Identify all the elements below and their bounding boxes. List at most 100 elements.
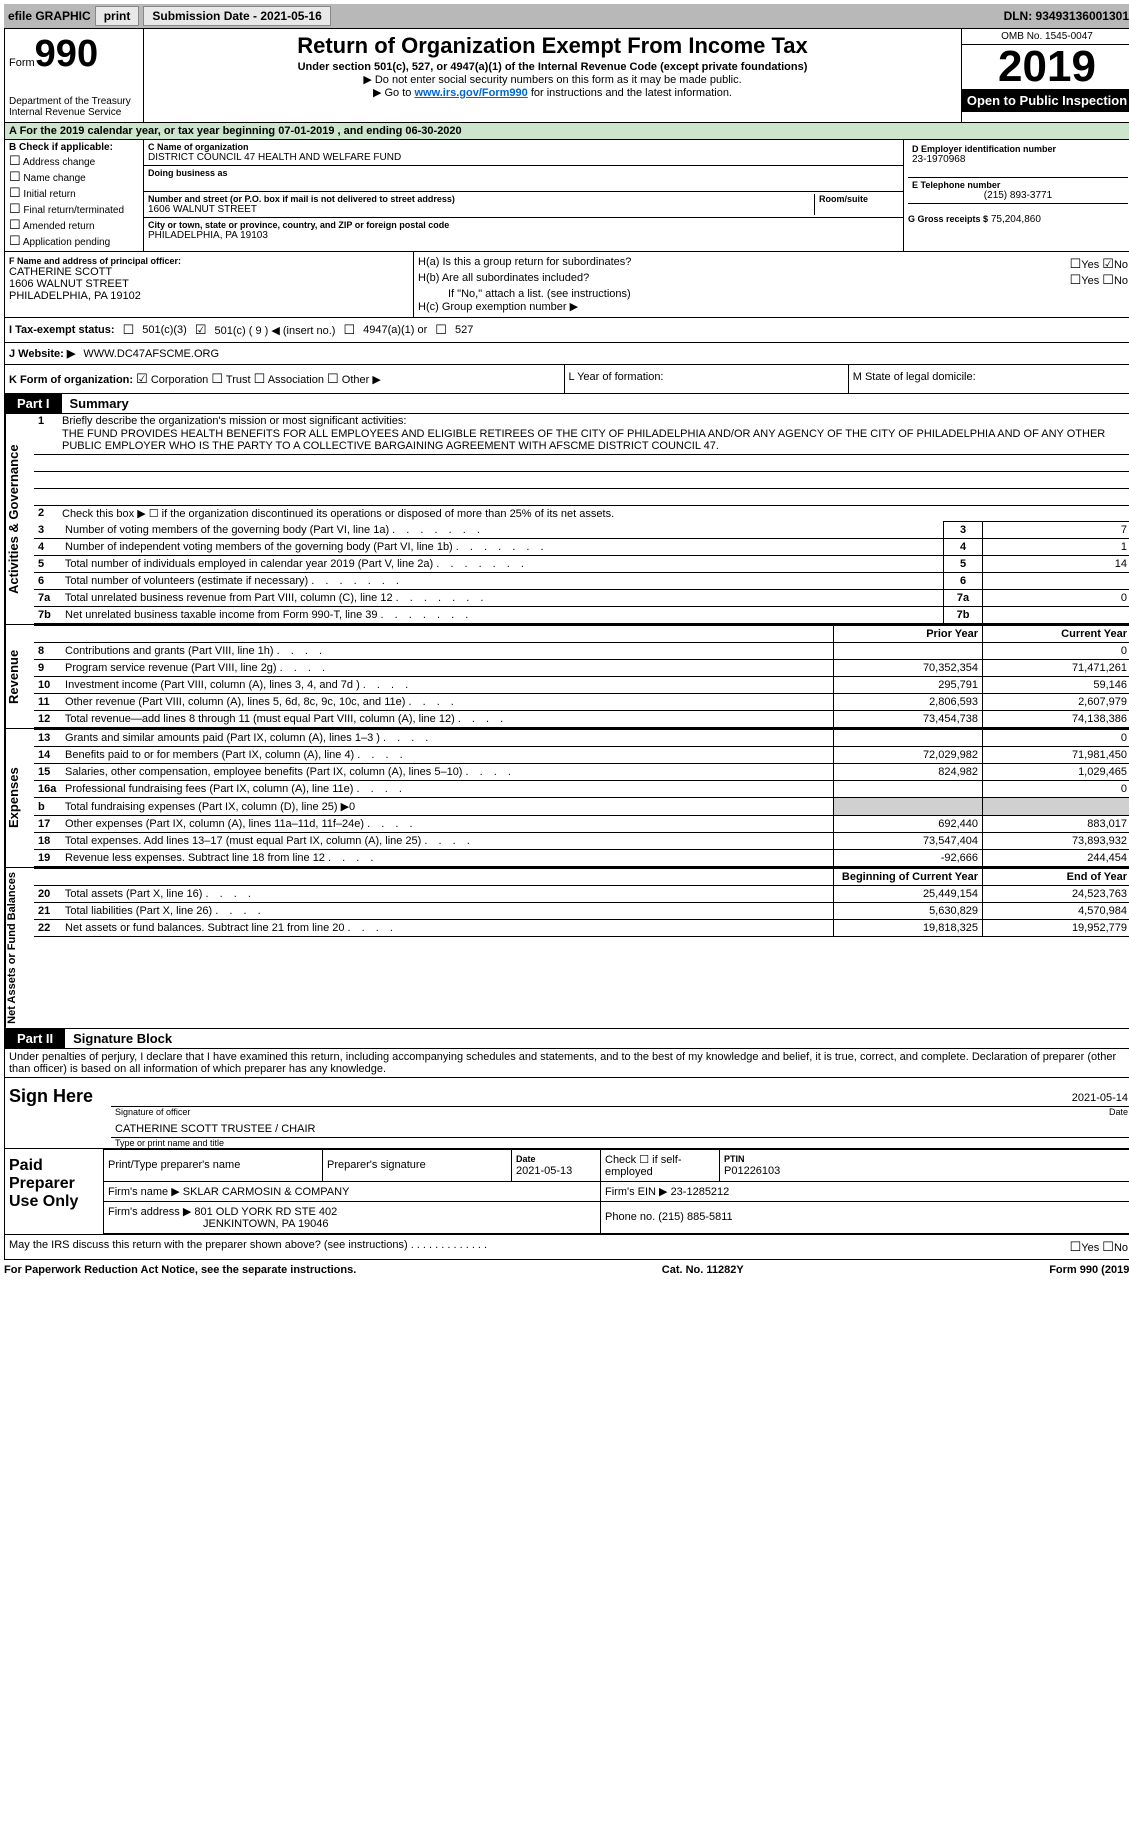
ptin-label: PTIN	[724, 1154, 745, 1164]
table-row-desc: 21 Total liabilities (Part X, line 26) .…	[34, 903, 834, 920]
gov-row-val: 0	[983, 590, 1129, 607]
discuss-yes-check[interactable]	[1070, 1239, 1082, 1254]
discuss-label: May the IRS discuss this return with the…	[9, 1239, 408, 1251]
table-row-desc: 12 Total revenue—add lines 8 through 11 …	[34, 711, 834, 728]
gov-row-val: 1	[983, 539, 1129, 556]
prep-name-label: Print/Type preparer's name	[104, 1149, 323, 1181]
gov-row-val	[983, 573, 1129, 590]
col-header: Beginning of Current Year	[834, 869, 983, 886]
prep-sig-label: Preparer's signature	[323, 1149, 512, 1181]
sign-here-label: Sign Here	[5, 1078, 103, 1148]
form-title: Return of Organization Exempt From Incom…	[148, 33, 957, 59]
b-item: Amended return	[9, 217, 139, 233]
b-check[interactable]	[9, 201, 21, 216]
firm-ein: 23-1285212	[671, 1186, 730, 1198]
net-assets-section: Net Assets or Fund Balances Beginning of…	[4, 868, 1129, 1029]
print-button[interactable]: print	[95, 6, 140, 26]
officer-printed: CATHERINE SCOTT TRUSTEE / CHAIR	[115, 1123, 315, 1135]
b-check[interactable]	[9, 217, 21, 232]
gov-row-desc: 4 Number of independent voting members o…	[34, 539, 944, 556]
b-check[interactable]	[9, 169, 21, 184]
ha-yes-check[interactable]	[1070, 256, 1082, 271]
gov-row-idx: 3	[944, 522, 983, 539]
gov-row-idx: 5	[944, 556, 983, 573]
declaration: Under penalties of perjury, I declare th…	[5, 1049, 1129, 1078]
table-row-curr: 244,454	[983, 850, 1129, 867]
hb-yes-check[interactable]	[1070, 272, 1082, 287]
gov-row-desc: 3 Number of voting members of the govern…	[34, 522, 944, 539]
k-assoc-check[interactable]	[254, 371, 266, 386]
table-row-desc: 10 Investment income (Part VIII, column …	[34, 677, 834, 694]
col-header: Current Year	[983, 626, 1129, 643]
table-row-prior	[834, 798, 983, 816]
paid-preparer-label: Paid Preparer Use Only	[5, 1149, 103, 1234]
sig-officer-blank	[115, 1092, 118, 1104]
b-item: Address change	[9, 153, 139, 169]
ha-no-check[interactable]	[1102, 256, 1114, 271]
b-item: Application pending	[9, 233, 139, 249]
period-start: 07-01-2019	[278, 125, 334, 137]
k-other-check[interactable]	[327, 371, 339, 386]
table-row-desc: 11 Other revenue (Part VIII, column (A),…	[34, 694, 834, 711]
i-4947-check[interactable]	[343, 322, 355, 338]
efile-label: efile GRAPHIC	[8, 9, 91, 23]
table-row-desc: 13 Grants and similar amounts paid (Part…	[34, 730, 834, 747]
firm-phone-label: Phone no.	[605, 1211, 655, 1223]
table-row-prior: 25,449,154	[834, 886, 983, 903]
side-revenue: Revenue	[5, 625, 34, 728]
e-label: E Telephone number	[912, 180, 1124, 190]
section-i: I Tax-exempt status: 501(c)(3) 501(c) ( …	[4, 318, 1129, 343]
period-row: A For the 2019 calendar year, or tax yea…	[4, 123, 1129, 140]
table-row-prior	[834, 781, 983, 798]
col-header: Prior Year	[834, 626, 983, 643]
f-label: F Name and address of principal officer:	[9, 256, 409, 266]
b-check[interactable]	[9, 233, 21, 248]
submission-date-button[interactable]: Submission Date - 2021-05-16	[143, 6, 330, 26]
i-527: 527	[455, 324, 473, 336]
k-corp-check[interactable]	[136, 371, 148, 386]
k-trust-check[interactable]	[211, 371, 223, 386]
period-end: 06-30-2020	[405, 125, 461, 137]
j-label: J Website: ▶	[9, 347, 75, 360]
hb-no-check[interactable]	[1102, 272, 1114, 287]
table-row-curr	[983, 798, 1129, 816]
table-row-desc: 20 Total assets (Part X, line 16) . . . …	[34, 886, 834, 903]
section-j: J Website: ▶ WWW.DC47AFSCME.ORG	[4, 343, 1129, 365]
ha-yes: Yes	[1081, 259, 1099, 271]
b-check[interactable]	[9, 153, 21, 168]
firm-name-label: Firm's name ▶	[108, 1186, 180, 1198]
i-501c3-check[interactable]	[123, 322, 135, 338]
k-corp: Corporation	[151, 374, 208, 386]
i-501c-check[interactable]	[195, 322, 207, 338]
ptin: P01226103	[724, 1165, 780, 1177]
pra-notice: For Paperwork Reduction Act Notice, see …	[4, 1264, 356, 1276]
k-assoc: Association	[268, 374, 324, 386]
firm-phone: (215) 885-5811	[658, 1211, 732, 1223]
discuss-no-check[interactable]	[1102, 1239, 1114, 1254]
l1-label: Briefly describe the organization's miss…	[62, 415, 1128, 427]
gov-row-val	[983, 607, 1129, 624]
firm-addr-label: Firm's address ▶	[108, 1206, 191, 1218]
period-mid: , and ending	[338, 125, 406, 137]
topbar: efile GRAPHIC print Submission Date - 20…	[4, 4, 1129, 28]
prep-date-label: Date	[516, 1154, 536, 1164]
irs-link[interactable]: www.irs.gov/Form990	[414, 87, 527, 99]
k-other: Other ▶	[342, 374, 381, 386]
firm-name: SKLAR CARMOSIN & COMPANY	[183, 1186, 350, 1198]
i-527-check[interactable]	[435, 322, 447, 338]
table-row-prior: 295,791	[834, 677, 983, 694]
open-public: Open to Public Inspection	[962, 89, 1129, 112]
phone: (215) 893-3771	[912, 190, 1124, 201]
table-row-curr: 0	[983, 781, 1129, 798]
ein: 23-1970968	[912, 154, 1124, 165]
b-item: Final return/terminated	[9, 201, 139, 217]
gross-receipts: 75,204,860	[991, 214, 1041, 225]
discuss-no: No	[1114, 1242, 1128, 1254]
b-check[interactable]	[9, 185, 21, 200]
org-name: DISTRICT COUNCIL 47 HEALTH AND WELFARE F…	[148, 152, 899, 163]
part2-title: Signature Block	[65, 1031, 172, 1046]
officer-addr1: 1606 WALNUT STREET	[9, 278, 409, 290]
hb-yes: Yes	[1081, 275, 1099, 287]
section-fh: F Name and address of principal officer:…	[4, 252, 1129, 318]
table-row-curr: 2,607,979	[983, 694, 1129, 711]
